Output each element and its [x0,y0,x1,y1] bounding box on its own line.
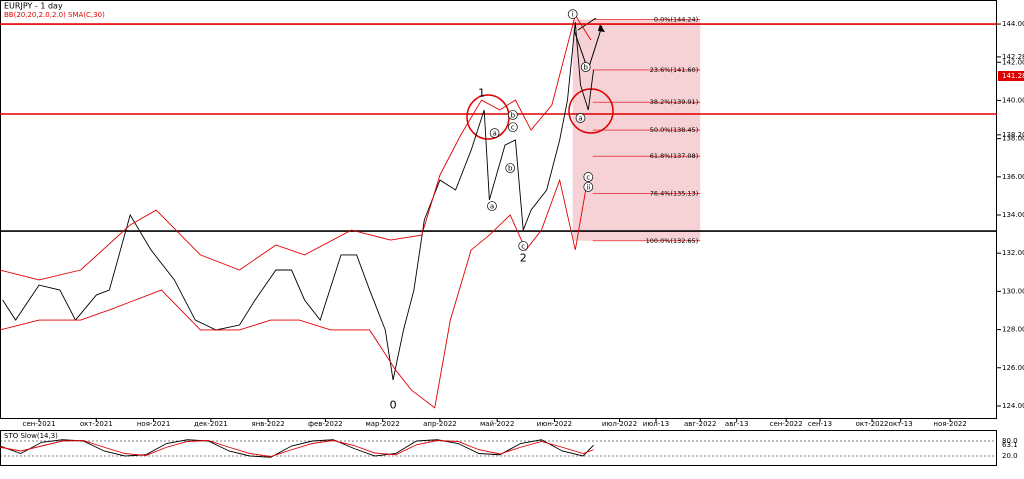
fib-label: 100.0%(132.65) [646,237,699,245]
sub-tick-label: 80.0 [1002,437,1018,445]
x-tick-label: ноя-2021 [137,420,170,428]
wave-label: c [586,174,590,182]
y-tick-label: 140.00 [1002,96,1024,104]
wave-label: a [490,203,494,211]
y-tick-label: 132.00 [1002,249,1024,257]
wave-label: a [492,130,496,138]
wave-label: b [583,64,588,72]
wave-label: 0 [390,399,397,412]
wave-label: c [511,124,515,132]
indicator-label: BB(20,20,2.0,2.0) SMA(C,30) [4,11,105,19]
x-tick-label: апр-2022 [423,420,457,428]
wave-circle [583,182,594,192]
x-tick-label: мар-2022 [365,420,399,428]
x-tick-label: сен-2022 [770,420,803,428]
x-tick-label: сен-13 [808,420,832,428]
x-tick-label: авг-2022 [684,420,716,428]
wave-circle [487,201,497,211]
wave-circle [489,128,500,138]
x-tick-label: сен-2021 [23,420,56,428]
wave-circle [507,122,518,133]
wave-label: 2 [520,251,527,264]
price-line [0,178,587,409]
wave-label: b [511,111,516,119]
fib-label: 50.0%(138.45) [650,126,698,134]
price-line [0,13,592,281]
x-tick-label: фев-2022 [308,420,343,428]
fib-label: 23.6%(141.60) [650,66,698,74]
x-tick-label: дек-2021 [194,420,228,428]
wave-circle [507,110,518,120]
x-tick-label: окт-2021 [80,420,113,428]
wave-label: i [572,11,574,19]
y-tick-label: 138.00 [1002,135,1024,143]
wave-circle [575,113,586,123]
wave-label: a [578,115,582,123]
x-tick-label: авг-13 [725,420,749,428]
x-tick-label: ноя-2022 [933,420,966,428]
x-tick-label: июн-2022 [537,420,572,428]
x-tick-label: окт-2022 [856,420,889,428]
x-tick-label: июл-13 [643,420,669,428]
stochastic-line [0,440,594,457]
x-tick-label: май-2022 [480,420,514,428]
y-tick-label: 130.00 [1002,287,1024,295]
x-tick-label: янв-2022 [251,420,284,428]
wave-label: 1 [478,86,485,99]
fib-label: 0.0%(144.24) [654,15,698,23]
chart-title: EURJPY - 1 day [4,2,63,11]
y-tick-label: 136.00 [1002,173,1024,181]
y-tick-label: 126.00 [1002,364,1024,372]
y-tick-label: 142.00 [1002,58,1024,66]
current-price-box [998,71,1024,81]
x-tick-label: окт-13 [889,420,913,428]
arrow-head [598,24,605,32]
price-label: 138.20 [1002,131,1024,139]
wave-circle [580,62,591,72]
main-panel [0,0,997,419]
y-tick-label: 124.00 [1002,402,1024,410]
sub-tick-label: 20.0 [1002,452,1018,460]
y-tick-label: 128.00 [1002,326,1024,334]
wave-circle [505,163,516,173]
y-tick-label: 134.00 [1002,211,1024,219]
fib-label: 38.2%(139.91) [650,98,698,106]
price-label: 142.28 [1002,53,1024,61]
fib-label: 61.8%(137.08) [650,152,698,160]
fib-label: 76.4%(135.13) [650,189,698,197]
current-price-label: 141.28 [1002,72,1024,80]
sub-current-label: 63.1 [1002,441,1018,449]
y-tick-label: 144.00 [1002,20,1024,28]
sub-panel [0,430,997,466]
wave-label: b [508,165,513,173]
wave-circle [518,241,529,251]
wave-circle [583,172,594,182]
x-tick-label: июл-2022 [602,420,637,428]
wave-label: ii [586,183,590,191]
sub-title: STO Slow(14,3) [4,432,58,440]
wave-circle [567,9,578,19]
wave-label: c [521,242,525,250]
